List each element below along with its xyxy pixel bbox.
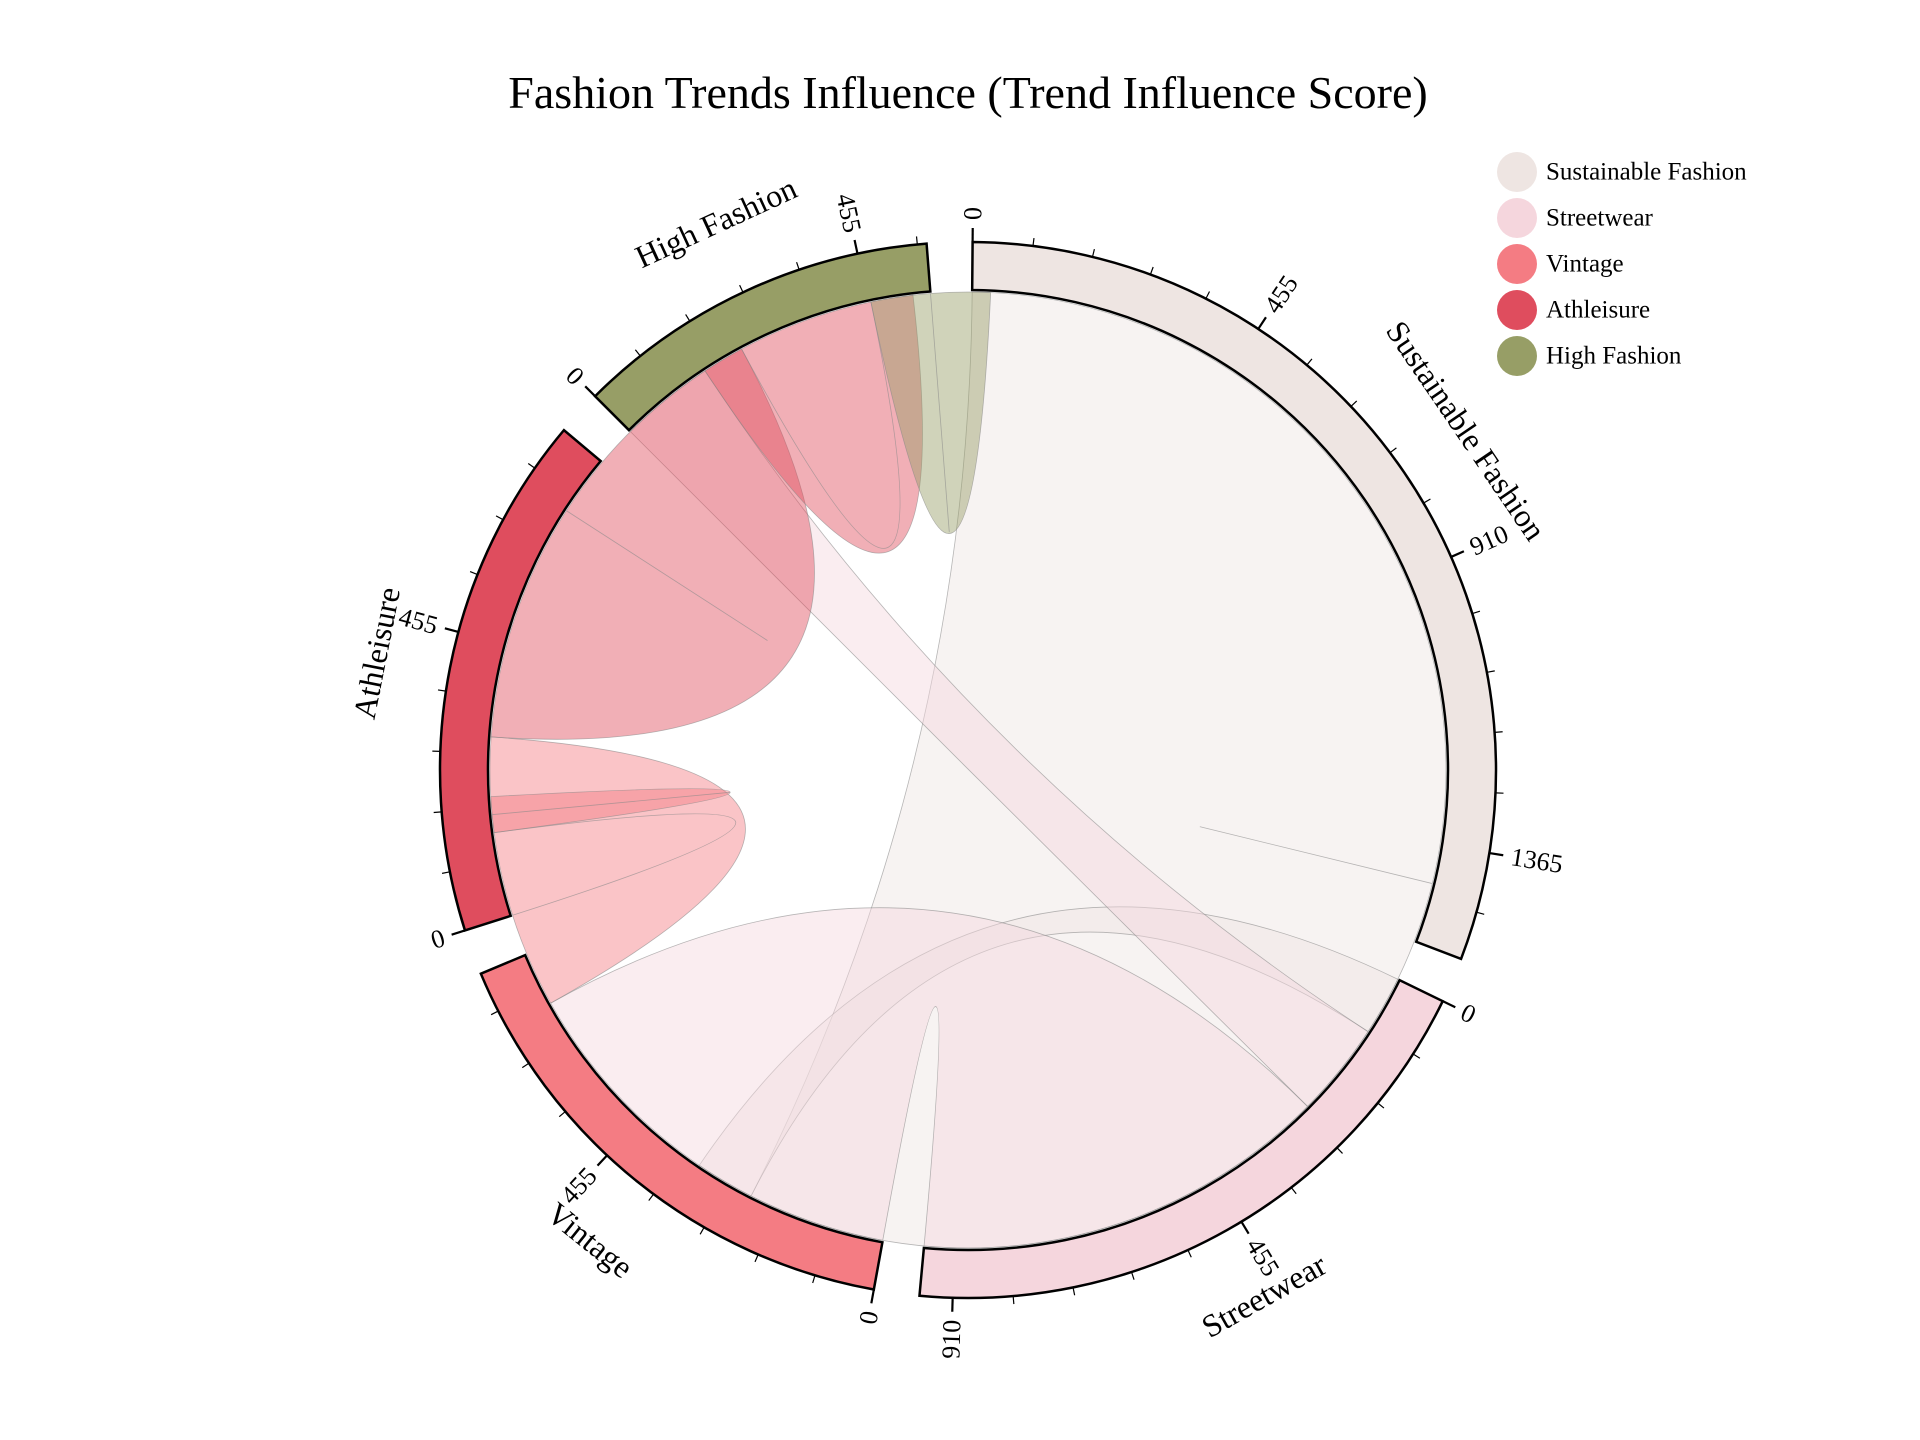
- tick-vintage-637: [521, 1062, 530, 1069]
- tick-athleisure-0: [451, 929, 466, 936]
- tick-label-sustainable-fashion-910: 910: [1465, 519, 1512, 561]
- tick-vintage-728: [490, 1010, 499, 1016]
- legend: Sustainable Fashion Streetwear Vintage Athl…: [1497, 152, 1747, 376]
- tick-vintage-273: [699, 1227, 705, 1235]
- tick-streetwear-91: [1412, 1053, 1421, 1059]
- group-label-vintage: Vintage: [540, 1195, 640, 1285]
- tick-sustainable-fashion-273: [1149, 266, 1154, 275]
- tick-vintage-0: [870, 1289, 875, 1304]
- legend-swatch-sustainable-fashion: [1497, 152, 1537, 192]
- chord-athleisure-to-athleisure: [490, 348, 815, 740]
- tick-streetwear-182: [1377, 1102, 1385, 1109]
- chord-sustainable-fashion-to-sustainable-fashion: [750, 291, 1447, 1249]
- tick-high-fashion-182: [685, 314, 691, 322]
- tick-streetwear-364: [1290, 1187, 1297, 1195]
- legend-label-sustainable-fashion: Sustainable Fashion: [1546, 159, 1747, 186]
- tick-label-sustainable-fashion-0: 0: [958, 207, 987, 220]
- arc-sustainable-fashion: [970, 240, 1498, 961]
- tick-label-vintage-0: 0: [853, 1309, 884, 1327]
- legend-swatch-high-fashion: [1497, 336, 1537, 376]
- tick-athleisure-637: [495, 515, 504, 521]
- tick-sustainable-fashion-1456: [1476, 911, 1485, 915]
- tick-high-fashion-455: [853, 239, 859, 254]
- legend-label-vintage: Vintage: [1546, 251, 1624, 278]
- group-arcs: [438, 240, 1498, 1300]
- chord-sustainable-fashion-to-streetwear: [698, 906, 1399, 1197]
- tick-athleisure-728: [527, 463, 536, 469]
- tick-athleisure-91: [441, 871, 451, 874]
- arc-streetwear: [918, 978, 1445, 1300]
- legend-swatch-vintage: [1497, 244, 1537, 284]
- tick-streetwear-455: [1240, 1221, 1250, 1235]
- tick-sustainable-fashion-546: [1306, 358, 1313, 366]
- tick-high-fashion-273: [739, 284, 744, 293]
- tick-vintage-91: [812, 1275, 816, 1284]
- tick-streetwear-637: [1130, 1271, 1135, 1280]
- tick-sustainable-fashion-182: [1091, 248, 1095, 258]
- tick-label-sustainable-fashion-1365: 1365: [1509, 842, 1565, 879]
- tick-high-fashion-0: [584, 385, 596, 397]
- tick-label-streetwear-910: 910: [936, 1319, 966, 1359]
- tick-label-streetwear-0: 0: [1456, 998, 1480, 1030]
- tick-athleisure-546: [469, 570, 478, 576]
- tick-athleisure-455: [444, 627, 459, 633]
- chart-title: Fashion Trends Influence (Trend Influenc…: [508, 67, 1427, 118]
- tick-sustainable-fashion-819: [1423, 498, 1431, 504]
- tick-high-fashion-91: [634, 349, 641, 357]
- chord-vintage-to-vintage: [490, 788, 731, 834]
- tick-streetwear-0: [1442, 1000, 1456, 1009]
- tick-streetwear-819: [1012, 1296, 1015, 1305]
- arc-vintage: [479, 953, 884, 1291]
- group-label-high-fashion: High Fashion: [630, 170, 803, 275]
- tick-sustainable-fashion-1092: [1486, 670, 1495, 673]
- tick-sustainable-fashion-637: [1350, 400, 1358, 407]
- tick-sustainable-fashion-1001: [1472, 610, 1481, 615]
- tick-vintage-364: [648, 1193, 655, 1201]
- tick-vintage-182: [754, 1254, 759, 1263]
- arc-athleisure: [438, 428, 603, 933]
- tick-sustainable-fashion-91: [1032, 238, 1035, 247]
- tick-athleisure-182: [433, 811, 442, 814]
- arc-high-fashion: [593, 242, 932, 432]
- tick-streetwear-546: [1187, 1249, 1192, 1258]
- tick-high-fashion-364: [796, 261, 800, 270]
- tick-sustainable-fashion-910: [1450, 550, 1465, 558]
- chord-streetwear-to-vintage: [550, 907, 1309, 1249]
- tick-sustainable-fashion-364: [1205, 291, 1211, 299]
- tick-sustainable-fashion-1365: [1489, 851, 1504, 857]
- tick-label-high-fashion-455: 455: [831, 191, 868, 235]
- tick-sustainable-fashion-728: [1389, 447, 1397, 454]
- group-label-athleisure: Athleisure: [346, 584, 407, 722]
- legend-label-streetwear: Streetwear: [1546, 205, 1654, 232]
- tick-vintage-455: [596, 1154, 608, 1167]
- tick-streetwear-728: [1072, 1287, 1076, 1296]
- tick-label-athleisure-0: 0: [427, 923, 448, 955]
- chord-ribbons: [489, 291, 1447, 1249]
- legend-swatch-streetwear: [1497, 198, 1537, 238]
- tick-sustainable-fashion-455: [1257, 316, 1267, 330]
- tick-sustainable-fashion-1183: [1494, 731, 1503, 733]
- tick-streetwear-273: [1336, 1147, 1343, 1154]
- legend-swatch-athleisure: [1497, 290, 1537, 330]
- tick-vintage-546: [558, 1111, 566, 1118]
- legend-label-athleisure: Athleisure: [1546, 297, 1650, 324]
- legend-label-high-fashion: High Fashion: [1546, 343, 1682, 370]
- tick-high-fashion-546: [915, 236, 918, 245]
- tick-athleisure-364: [437, 689, 447, 692]
- chord-athleisure-to-high-fashion: [704, 294, 923, 554]
- chord-high-fashion-to-high-fashion: [870, 291, 992, 534]
- tick-label-sustainable-fashion-455: 455: [1258, 270, 1304, 319]
